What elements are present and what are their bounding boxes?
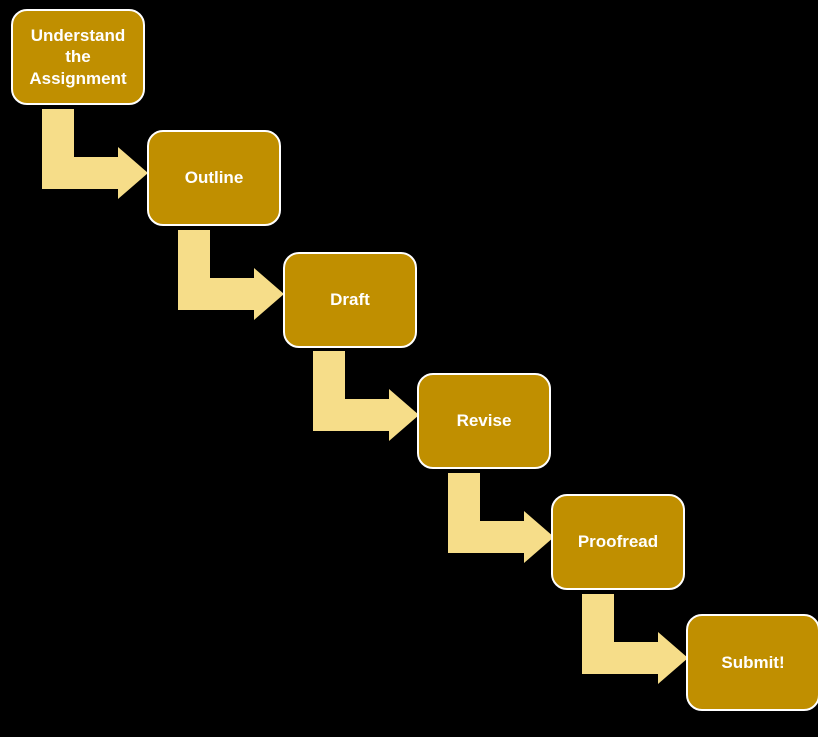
flowchart-node: Submit! <box>686 614 818 711</box>
flowchart-node-label: Submit! <box>721 652 784 673</box>
flowchart-arrow <box>582 594 688 694</box>
flowchart-node-label: Understand the Assignment <box>19 25 137 89</box>
flowchart-arrow <box>313 351 419 451</box>
flowchart-node-label: Outline <box>185 167 244 188</box>
flowchart-node-label: Revise <box>457 410 512 431</box>
flowchart-node: Proofread <box>551 494 685 590</box>
flowchart-node-label: Proofread <box>578 531 658 552</box>
flowchart-arrow <box>448 473 554 573</box>
flowchart-node: Revise <box>417 373 551 469</box>
flowchart-arrow <box>178 230 284 330</box>
flowchart-arrow <box>42 109 148 209</box>
flowchart-node: Draft <box>283 252 417 348</box>
flowchart-node: Outline <box>147 130 281 226</box>
flowchart-node: Understand the Assignment <box>11 9 145 105</box>
flowchart-node-label: Draft <box>330 289 370 310</box>
